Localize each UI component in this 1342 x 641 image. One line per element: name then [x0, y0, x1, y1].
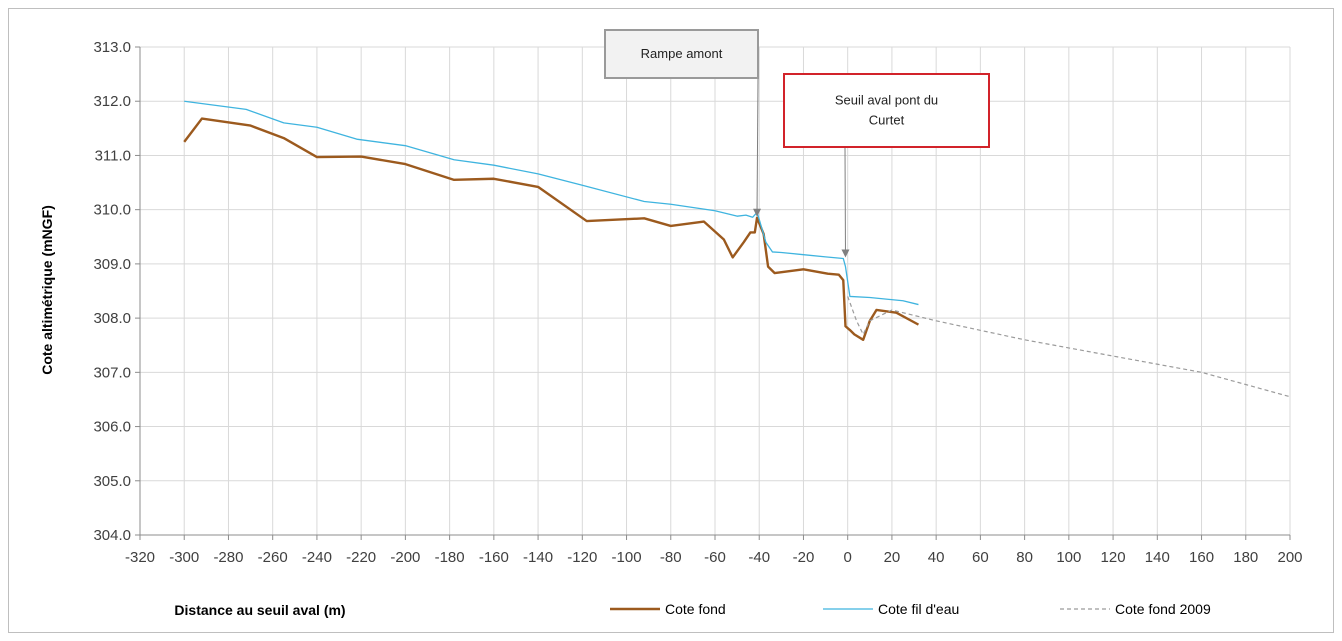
- callout-seuil-aval-box: [783, 73, 990, 148]
- legend-label-1: Cote fil d'eau: [878, 601, 959, 617]
- x-axis-title: Distance au seuil aval (m): [174, 602, 345, 618]
- x-tick-label-14: -40: [748, 549, 770, 566]
- y-tick-label-5: 309.0: [93, 256, 131, 273]
- legend: Cote fond Cote fil d'eau Cote fond 2009: [610, 601, 1211, 617]
- y-tick-labels: 304.0 305.0 306.0 307.0 308.0 309.0 310.0 311.0…: [93, 39, 131, 544]
- callout-seuil-aval-text-0: Seuil aval pont du: [835, 93, 938, 108]
- x-tick-label-25: 180: [1233, 549, 1258, 566]
- x-tick-label-15: -20: [793, 549, 815, 566]
- x-tick-label-9: -140: [523, 549, 553, 566]
- callout-seuil-aval-text-1: Curtet: [869, 113, 905, 128]
- legend-label-2: Cote fond 2009: [1115, 601, 1211, 617]
- x-tick-label-3: -260: [258, 549, 288, 566]
- x-tick-label-13: -60: [704, 549, 726, 566]
- callout-rampe-amont-box: [604, 29, 759, 79]
- x-tick-label-19: 60: [972, 549, 989, 566]
- y-tick-label-0: 304.0: [93, 527, 131, 544]
- x-tick-label-16: 0: [844, 549, 852, 566]
- series-lines: [183, 100, 1291, 398]
- x-tick-label-11: -100: [612, 549, 642, 566]
- callout-rampe-amont-arrowhead: [753, 208, 762, 217]
- x-tick-label-17: 20: [884, 549, 901, 566]
- y-axis-title: Cote altimétrique (mNGF): [39, 205, 55, 375]
- x-tick-label-23: 140: [1145, 549, 1170, 566]
- y-tick-label-1: 305.0: [93, 473, 131, 490]
- x-tick-label-6: -200: [390, 549, 420, 566]
- y-tick-label-3: 307.0: [93, 364, 131, 381]
- series-line-0: [183, 117, 920, 341]
- x-tick-label-18: 40: [928, 549, 945, 566]
- x-tick-label-12: -80: [660, 549, 682, 566]
- callout-rampe-amont-leader: [756, 77, 759, 214]
- x-tick-label-2: -280: [213, 549, 243, 566]
- y-tick-label-9: 313.0: [93, 39, 131, 56]
- y-tick-label-4: 308.0: [93, 310, 131, 327]
- x-tick-label-24: 160: [1189, 549, 1214, 566]
- x-tick-label-20: 80: [1016, 549, 1033, 566]
- callout-rampe-amont-text-0: Rampe amont: [641, 46, 723, 61]
- y-tick-label-2: 306.0: [93, 419, 131, 436]
- y-tick-label-6: 310.0: [93, 202, 131, 219]
- axes: [135, 46, 1291, 540]
- x-tick-label-22: 120: [1101, 549, 1126, 566]
- x-tick-label-4: -240: [302, 549, 332, 566]
- x-tick-label-5: -220: [346, 549, 376, 566]
- x-tick-label-26: 200: [1277, 549, 1302, 566]
- series-line-2: [847, 296, 1291, 398]
- y-tick-label-7: 311.0: [95, 147, 131, 164]
- series-line-1: [184, 100, 919, 306]
- x-tick-labels: -320 -300 -280 -260 -240 -220 -200 -180 -160 -140…: [125, 549, 1303, 566]
- x-tick-label-7: -180: [435, 549, 465, 566]
- x-tick-label-0: -320: [125, 549, 155, 566]
- y-tick-label-8: 312.0: [93, 93, 131, 110]
- x-tick-label-1: -300: [169, 549, 199, 566]
- x-tick-label-21: 100: [1056, 549, 1081, 566]
- callout-seuil-aval-arrowhead: [841, 249, 850, 258]
- x-tick-label-10: -120: [567, 549, 597, 566]
- legend-label-0: Cote fond: [665, 601, 726, 617]
- gridlines: [139, 46, 1291, 536]
- x-tick-label-8: -160: [479, 549, 509, 566]
- callouts: Rampe amont Seuil aval pont du Curtet: [604, 29, 990, 258]
